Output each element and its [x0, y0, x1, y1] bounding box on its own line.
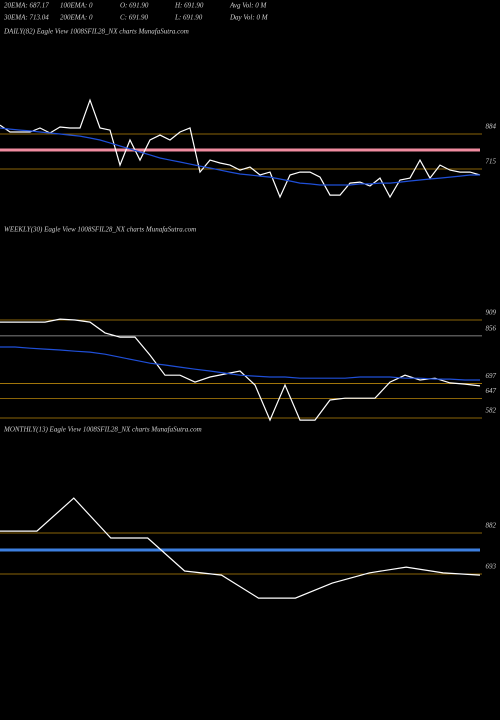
- panel-title: DAILY(82) Eagle View 1008SFIL28_NX chart…: [3, 28, 189, 36]
- indicator: C: 691.90: [120, 14, 149, 22]
- level-label: 693: [486, 563, 497, 571]
- price-line: [0, 127, 480, 186]
- level-label: 582: [486, 407, 497, 415]
- price-line: [0, 98, 481, 199]
- level-label: 882: [486, 522, 497, 530]
- indicator: Avg Vol: 0 M: [229, 2, 268, 10]
- level-label: 884: [486, 123, 497, 131]
- indicator: H: 691.90: [174, 2, 204, 10]
- level-label: 856: [486, 325, 497, 333]
- level-label: 909: [486, 309, 497, 317]
- indicator: 30EMA: 713.04: [3, 14, 49, 22]
- indicator: L: 691.90: [174, 14, 203, 22]
- indicator: 200EMA: 0: [60, 14, 93, 22]
- indicator: 100EMA: 0: [60, 2, 93, 10]
- level-label: 697: [486, 372, 497, 380]
- panel-title: WEEKLY(30) Eagle View 1008SFIL28_NX char…: [4, 226, 196, 234]
- indicator: O: 691.90: [120, 2, 149, 10]
- panel-title: MONTHLY(13) Eagle View 1008SFIL28_NX cha…: [3, 426, 202, 434]
- level-label: 647: [486, 387, 497, 395]
- indicator: 20EMA: 687.17: [4, 2, 49, 10]
- price-line: [0, 318, 481, 422]
- price-line: [0, 497, 481, 599]
- level-label: 715: [486, 158, 497, 166]
- indicator: Day Vol: 0 M: [229, 14, 269, 22]
- price-line: [0, 346, 480, 381]
